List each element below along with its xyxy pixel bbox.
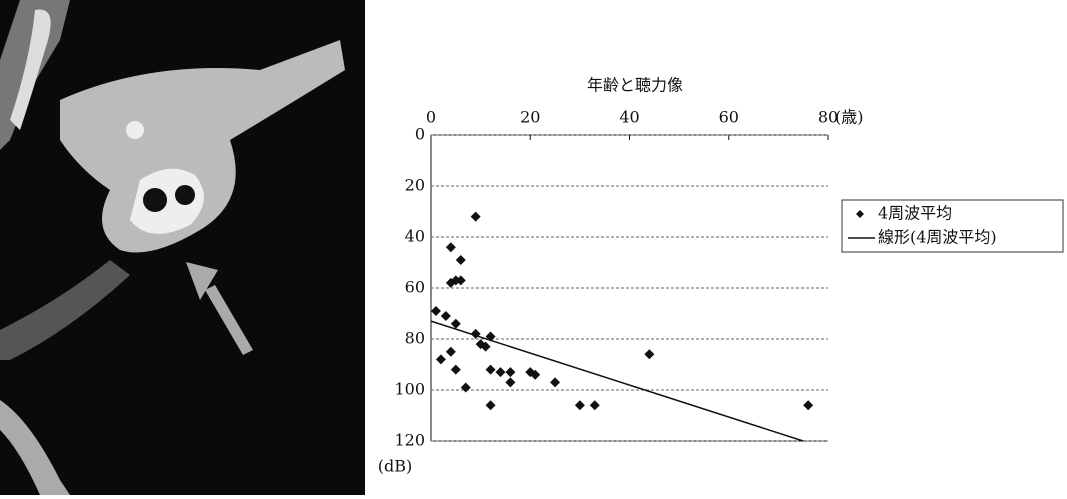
point bbox=[460, 382, 471, 393]
y-tick-label: 80 bbox=[405, 329, 425, 348]
y-axis-label: (dB) bbox=[378, 457, 412, 476]
point bbox=[495, 367, 506, 378]
point bbox=[455, 275, 466, 286]
point bbox=[803, 400, 814, 411]
legend bbox=[841, 199, 1064, 253]
ct-image bbox=[0, 0, 365, 495]
legend-marker bbox=[856, 210, 864, 218]
point bbox=[485, 364, 496, 375]
x-tick-label: 20 bbox=[520, 108, 540, 127]
point bbox=[430, 305, 441, 316]
point bbox=[445, 346, 456, 357]
point bbox=[480, 341, 491, 352]
y-tick-label: 120 bbox=[394, 431, 425, 450]
point bbox=[470, 211, 481, 222]
point bbox=[644, 349, 655, 360]
x-axis-label: (歳) bbox=[835, 108, 864, 127]
x-tick-label: 60 bbox=[719, 108, 739, 127]
point bbox=[530, 369, 541, 380]
y-tick-label: 60 bbox=[405, 278, 425, 297]
y-tick-label: 0 bbox=[415, 125, 425, 144]
y-tick-label: 40 bbox=[405, 227, 425, 246]
x-tick-label: 0 bbox=[426, 108, 436, 127]
point bbox=[440, 311, 451, 322]
x-tick-label: 40 bbox=[619, 108, 639, 127]
y-tick-label: 100 bbox=[394, 380, 425, 399]
point bbox=[445, 242, 456, 253]
legend-label: 線形(4周波平均) bbox=[878, 228, 997, 247]
x-tick-label: 80 bbox=[818, 108, 838, 127]
point bbox=[574, 400, 585, 411]
point bbox=[455, 254, 466, 265]
point bbox=[450, 364, 461, 375]
point bbox=[485, 400, 496, 411]
point bbox=[435, 354, 446, 365]
point bbox=[450, 318, 461, 329]
point bbox=[550, 377, 561, 388]
point bbox=[505, 367, 516, 378]
point bbox=[589, 400, 600, 411]
y-tick-label: 20 bbox=[405, 176, 425, 195]
chart-title: 年齢と聴力像 bbox=[587, 76, 683, 95]
legend-label: 4周波平均 bbox=[878, 204, 952, 223]
point bbox=[505, 377, 516, 388]
trend-line bbox=[430, 320, 804, 442]
